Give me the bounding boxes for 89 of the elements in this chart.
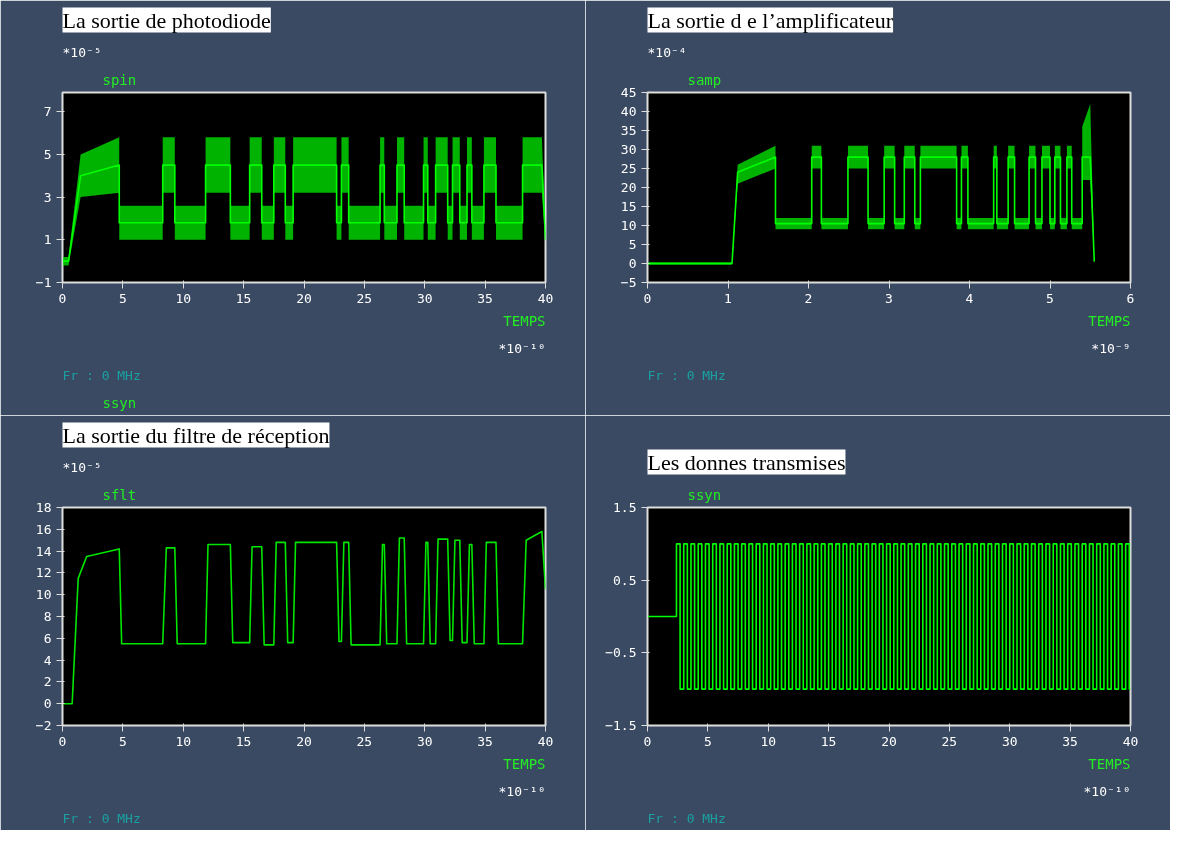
- text: Fr : 0 MHz: [62, 810, 141, 826]
- y-tick-label: −5: [620, 275, 637, 290]
- text: *10⁻¹⁰: [1083, 783, 1131, 799]
- y-tick-label: 6: [43, 630, 52, 646]
- y-tick-label: −1.5: [605, 718, 637, 733]
- chart-title: La sortie de photodiode: [62, 7, 271, 33]
- text: *10⁻⁵: [62, 44, 102, 60]
- y-tick-label: 18: [35, 500, 52, 515]
- text: Fr : 0 MHz: [647, 367, 726, 383]
- x-tick-label: 40: [1122, 733, 1139, 749]
- y-tick-label: −2: [35, 718, 52, 733]
- y-axis-title: ssyn: [687, 486, 722, 503]
- chart-title: La sortie d e l’amplificateur: [647, 7, 894, 33]
- x-tick-label: 0: [643, 290, 652, 306]
- y-tick-label: −1: [35, 275, 52, 290]
- y-tick-label: 16: [35, 521, 52, 537]
- y-tick-label: 45: [620, 85, 637, 100]
- y-tick-label: 10: [620, 218, 637, 233]
- y-tick-label: 1.5: [613, 500, 637, 515]
- y-tick-label: 5: [628, 237, 637, 252]
- y-tick-label: 4: [43, 652, 52, 668]
- x-tick-label: 40: [537, 290, 554, 306]
- x-tick-label: 5: [703, 733, 712, 749]
- x-tick-label: 35: [1062, 733, 1078, 749]
- x-axis-title: TEMPS: [503, 755, 546, 772]
- x-tick-label: 30: [1001, 733, 1018, 749]
- text: *10⁻⁹: [1091, 340, 1131, 356]
- x-tick-label: 0: [58, 290, 67, 306]
- x-tick-label: 15: [235, 290, 252, 306]
- chart-title: Les donnes transmises: [647, 449, 846, 475]
- y-tick-label: 40: [620, 104, 637, 119]
- x-tick-label: 5: [118, 290, 127, 306]
- text: *10⁻¹⁰: [498, 340, 546, 356]
- x-tick-label: 10: [175, 290, 192, 306]
- y-tick-label: 25: [620, 161, 637, 176]
- y-axis-title: sflt: [102, 486, 137, 503]
- y-axis-title: samp: [687, 71, 722, 88]
- x-tick-label: 10: [175, 733, 192, 749]
- x-tick-label: 5: [1046, 290, 1054, 306]
- y-tick-label: 0: [43, 696, 52, 712]
- text: *10⁻¹⁰: [498, 783, 546, 799]
- y-tick-label: 15: [620, 199, 637, 214]
- x-tick-label: 1: [724, 290, 732, 306]
- y-tick-label: 0: [628, 256, 637, 271]
- y-tick-label: 7: [43, 104, 52, 120]
- x-axis-title: TEMPS: [503, 312, 546, 329]
- x-tick-label: 6: [1126, 290, 1135, 306]
- x-tick-label: 25: [356, 733, 373, 749]
- x-tick-label: 15: [820, 733, 837, 749]
- x-tick-label: 10: [760, 733, 777, 749]
- y-tick-label: 35: [620, 123, 637, 138]
- text: Fr : 0 MHz: [62, 367, 141, 383]
- x-tick-label: 15: [235, 733, 252, 749]
- y-tick-label: 5: [43, 146, 52, 162]
- x-tick-label: 35: [477, 290, 493, 306]
- x-axis-title: TEMPS: [1088, 312, 1131, 329]
- x-tick-label: 40: [537, 733, 554, 749]
- y-tick-label: 10: [35, 587, 52, 603]
- x-tick-label: 20: [881, 733, 897, 749]
- x-tick-label: 35: [477, 733, 493, 749]
- x-tick-label: 3: [885, 290, 893, 306]
- text: ssyn: [102, 394, 137, 411]
- text: *10⁻⁴: [647, 44, 687, 60]
- y-tick-label: 3: [43, 189, 52, 205]
- x-tick-label: 4: [965, 290, 974, 306]
- y-tick-label: 2: [43, 674, 52, 690]
- x-tick-label: 25: [941, 733, 958, 749]
- x-tick-label: 5: [118, 733, 127, 749]
- x-axis-title: TEMPS: [1088, 755, 1131, 772]
- x-tick-label: 2: [804, 290, 813, 306]
- x-tick-label: 20: [296, 733, 312, 749]
- y-axis-title: spin: [102, 71, 137, 88]
- x-tick-label: 0: [643, 733, 652, 749]
- x-tick-label: 25: [356, 290, 373, 306]
- x-tick-label: 30: [416, 290, 433, 306]
- x-tick-label: 0: [58, 733, 67, 749]
- x-tick-label: 20: [296, 290, 312, 306]
- x-tick-label: 30: [416, 733, 433, 749]
- y-tick-label: 20: [620, 180, 637, 195]
- y-tick-label: 12: [35, 565, 52, 581]
- y-tick-label: 30: [620, 142, 637, 157]
- y-tick-label: 1: [43, 232, 52, 248]
- y-tick-label: −0.5: [605, 645, 637, 661]
- chart-title: La sortie du filtre de réception: [62, 422, 330, 448]
- text: Fr : 0 MHz: [647, 810, 726, 826]
- y-tick-label: 0.5: [613, 572, 637, 588]
- y-tick-label: 8: [43, 609, 52, 624]
- text: *10⁻⁵: [62, 459, 102, 475]
- y-tick-label: 14: [35, 543, 52, 559]
